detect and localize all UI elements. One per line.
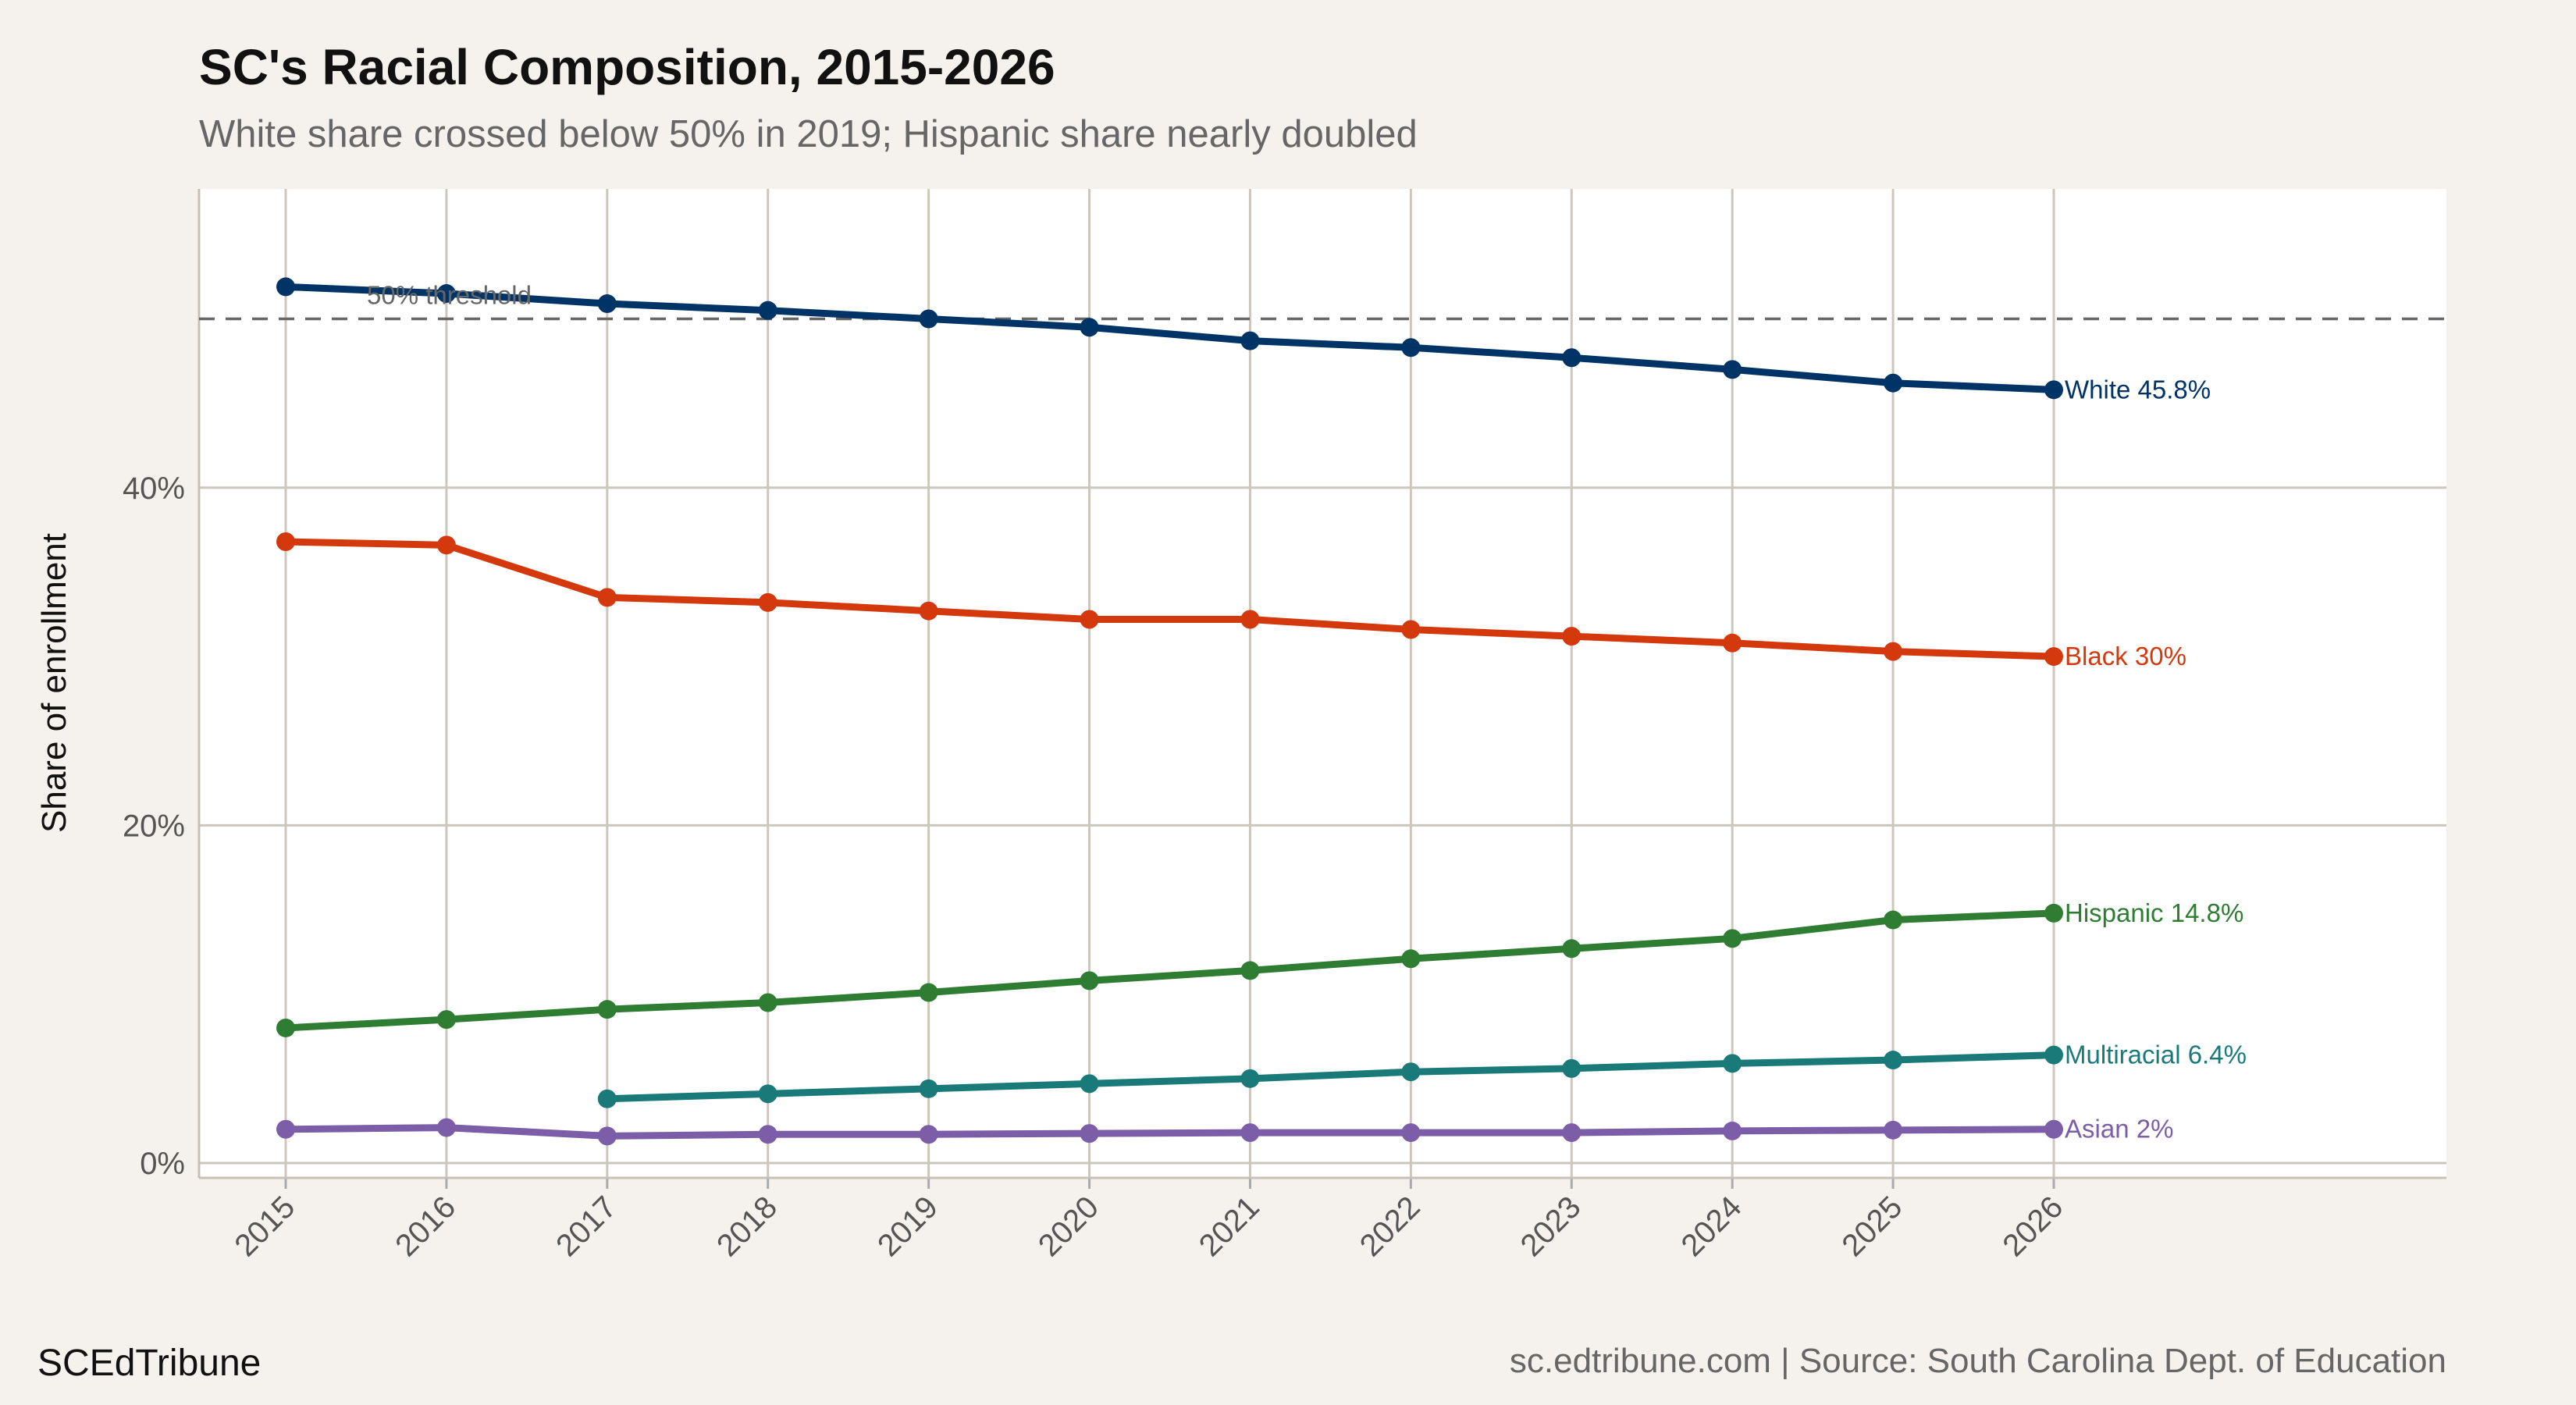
data-point-black — [1723, 633, 1742, 653]
data-point-hispanic — [758, 993, 777, 1012]
data-point-multiracial — [758, 1084, 777, 1104]
data-point-black — [436, 535, 456, 555]
data-point-asian — [758, 1125, 777, 1144]
data-point-white — [1080, 318, 1099, 337]
series-line-black — [285, 538, 2055, 660]
data-point-asian — [1240, 1123, 1260, 1143]
data-point-asian — [1401, 1123, 1421, 1143]
x-tick-label: 2024 — [1675, 1190, 1749, 1263]
y-tick-label: 40% — [123, 471, 185, 506]
data-point-hispanic — [1401, 949, 1421, 969]
plot-panel — [199, 189, 2446, 1178]
data-point-black — [276, 532, 295, 552]
x-tick-label: 2015 — [228, 1190, 301, 1263]
data-point-asian — [2044, 1119, 2063, 1139]
data-point-asian — [1562, 1123, 1582, 1143]
data-point-hispanic — [2044, 903, 2063, 923]
data-point-multiracial — [1884, 1051, 1903, 1070]
data-point-white — [597, 294, 617, 314]
x-tick-label: 2020 — [1032, 1190, 1105, 1263]
data-point-black — [1080, 610, 1099, 629]
data-point-hispanic — [597, 1000, 617, 1019]
y-tick-label: 20% — [123, 809, 185, 843]
data-point-hispanic — [1562, 939, 1582, 959]
end-label-multiracial: Multiracial 6.4% — [2065, 1040, 2247, 1069]
data-point-white — [1562, 348, 1582, 368]
y-axis-label: Share of enrollment — [35, 533, 73, 833]
data-point-black — [919, 601, 938, 621]
x-tick-label: 2018 — [710, 1190, 784, 1263]
y-tick-label: 0% — [140, 1147, 185, 1181]
data-point-asian — [1080, 1124, 1099, 1144]
data-point-multiracial — [919, 1079, 938, 1098]
data-point-white — [1723, 360, 1742, 379]
data-point-asian — [597, 1126, 617, 1146]
x-tick-label: 2017 — [550, 1190, 623, 1263]
data-point-white — [919, 309, 938, 329]
footer-source: sc.edtribune.com | Source: South Carolin… — [1510, 1342, 2446, 1380]
footer-brand: SCEdTribune — [37, 1343, 261, 1384]
data-point-asian — [436, 1118, 456, 1137]
x-tick-label: 2016 — [389, 1190, 462, 1263]
data-point-hispanic — [1884, 910, 1903, 930]
data-point-asian — [1884, 1120, 1903, 1140]
data-point-black — [758, 592, 777, 612]
x-tick-label: 2023 — [1514, 1190, 1588, 1263]
data-point-hispanic — [1080, 971, 1099, 991]
data-point-multiracial — [1240, 1069, 1260, 1088]
series-line-hispanic — [285, 909, 2055, 1032]
chart-title: SC's Racial Composition, 2015-2026 — [199, 39, 1055, 95]
data-point-white — [1401, 338, 1421, 357]
data-point-multiracial — [1723, 1054, 1742, 1073]
x-tick-label: 2022 — [1354, 1190, 1427, 1263]
x-tick-label: 2026 — [1996, 1190, 2069, 1263]
chart-subtitle: White share crossed below 50% in 2019; H… — [199, 113, 1418, 155]
end-label-hispanic: Hispanic 14.8% — [2065, 898, 2243, 927]
data-point-black — [1240, 610, 1260, 629]
data-point-black — [1562, 627, 1582, 646]
data-point-white — [1240, 331, 1260, 350]
data-point-hispanic — [1723, 929, 1742, 948]
data-point-black — [1401, 620, 1421, 639]
data-point-asian — [1723, 1121, 1742, 1140]
x-tick-label: 2021 — [1193, 1190, 1266, 1263]
data-point-multiracial — [597, 1089, 617, 1108]
gridlines — [199, 189, 2446, 1178]
data-point-white — [276, 277, 295, 297]
data-point-hispanic — [919, 983, 938, 1002]
x-tick-label: 2025 — [1835, 1190, 1909, 1263]
threshold-label: 50% threshold — [367, 281, 532, 310]
end-label-black: Black 30% — [2065, 642, 2186, 670]
x-tick-label: 2019 — [871, 1190, 945, 1263]
data-point-white — [436, 284, 456, 304]
data-point-hispanic — [1240, 961, 1260, 980]
data-point-white — [1884, 373, 1903, 393]
end-label-white: White 45.8% — [2065, 375, 2211, 404]
data-point-asian — [276, 1119, 295, 1139]
data-point-hispanic — [436, 1010, 456, 1030]
data-point-black — [1884, 642, 1903, 661]
end-labels: White 45.8% Black 30% Hispanic 14.8% Multir… — [367, 281, 2247, 1144]
data-point-white — [2044, 380, 2063, 400]
data-point-multiracial — [1080, 1074, 1099, 1094]
data-point-hispanic — [276, 1018, 295, 1037]
data-point-multiracial — [1401, 1062, 1421, 1082]
end-label-asian: Asian 2% — [2065, 1115, 2173, 1144]
data-point-multiracial — [1562, 1058, 1582, 1078]
data-point-multiracial — [2044, 1045, 2063, 1065]
series-line-multiracial — [607, 1051, 2055, 1103]
series-line-white — [285, 283, 2055, 393]
data-point-black — [2044, 647, 2063, 667]
data-point-asian — [919, 1125, 938, 1144]
series-lines — [276, 277, 2063, 1146]
data-point-black — [597, 588, 617, 607]
series-line-asian — [285, 1124, 2055, 1140]
data-point-white — [758, 301, 777, 320]
